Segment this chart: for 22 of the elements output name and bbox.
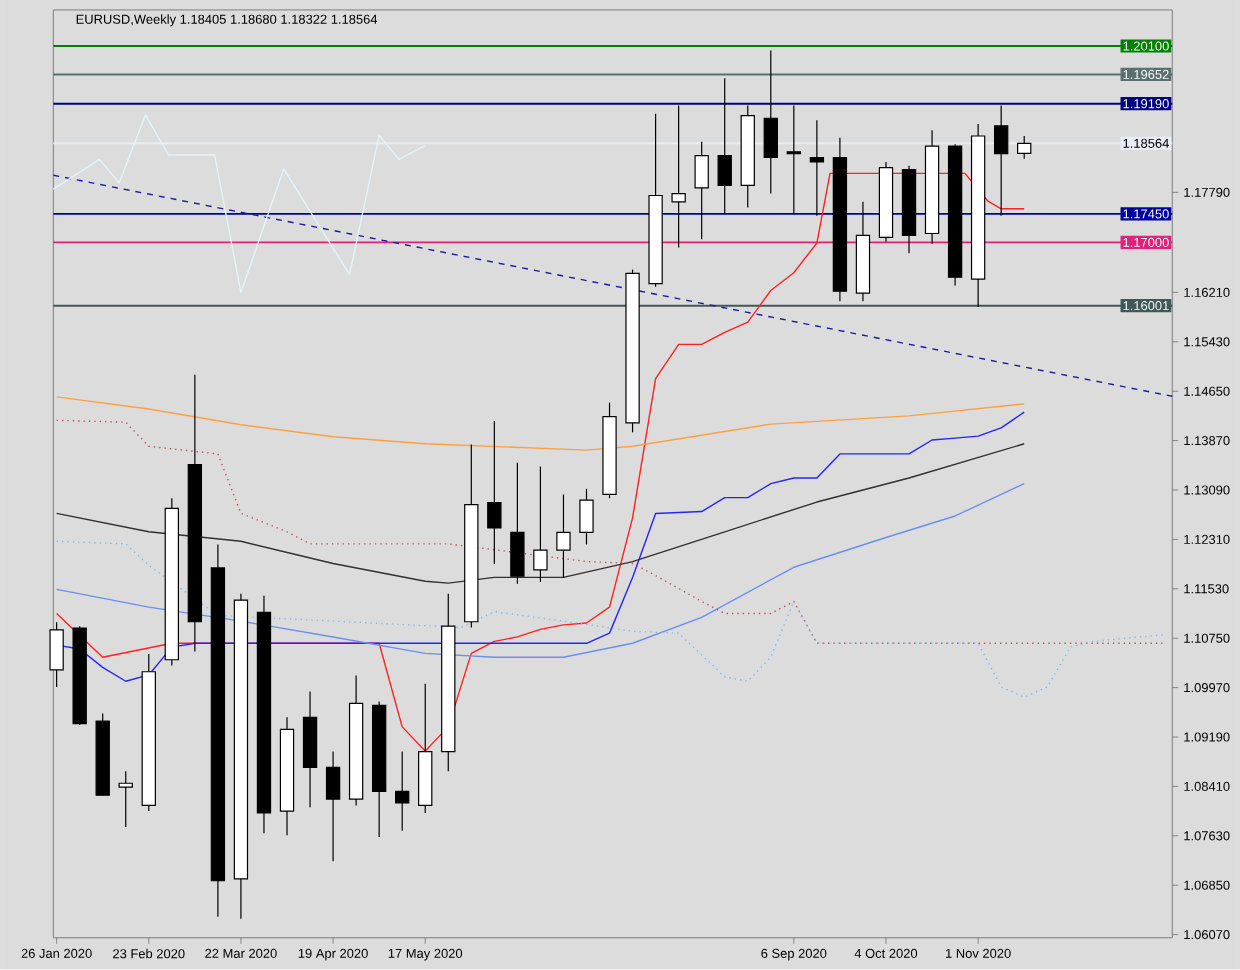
candlestick: [717, 77, 732, 215]
line-series: [55, 483, 1025, 659]
candlestick: [395, 751, 410, 832]
line-series: [55, 540, 1164, 698]
candlestick: [993, 105, 1009, 217]
candlestick: [809, 119, 825, 217]
candlestick: [533, 466, 548, 583]
line-series: [55, 443, 1025, 584]
line-series: [55, 419, 1164, 645]
candlestick: [118, 770, 133, 828]
candlestick: [671, 105, 686, 249]
candlestick: [556, 494, 571, 579]
candlestick: [325, 751, 341, 862]
candlestick: [579, 488, 594, 546]
candlestick: [510, 462, 525, 585]
candlestick: [1017, 135, 1032, 160]
candlestick: [763, 50, 778, 195]
candlestick: [786, 105, 802, 215]
candlestick: [694, 141, 709, 240]
line-series: [55, 396, 1025, 451]
candlestick: [487, 420, 502, 565]
candlestick: [49, 621, 64, 688]
